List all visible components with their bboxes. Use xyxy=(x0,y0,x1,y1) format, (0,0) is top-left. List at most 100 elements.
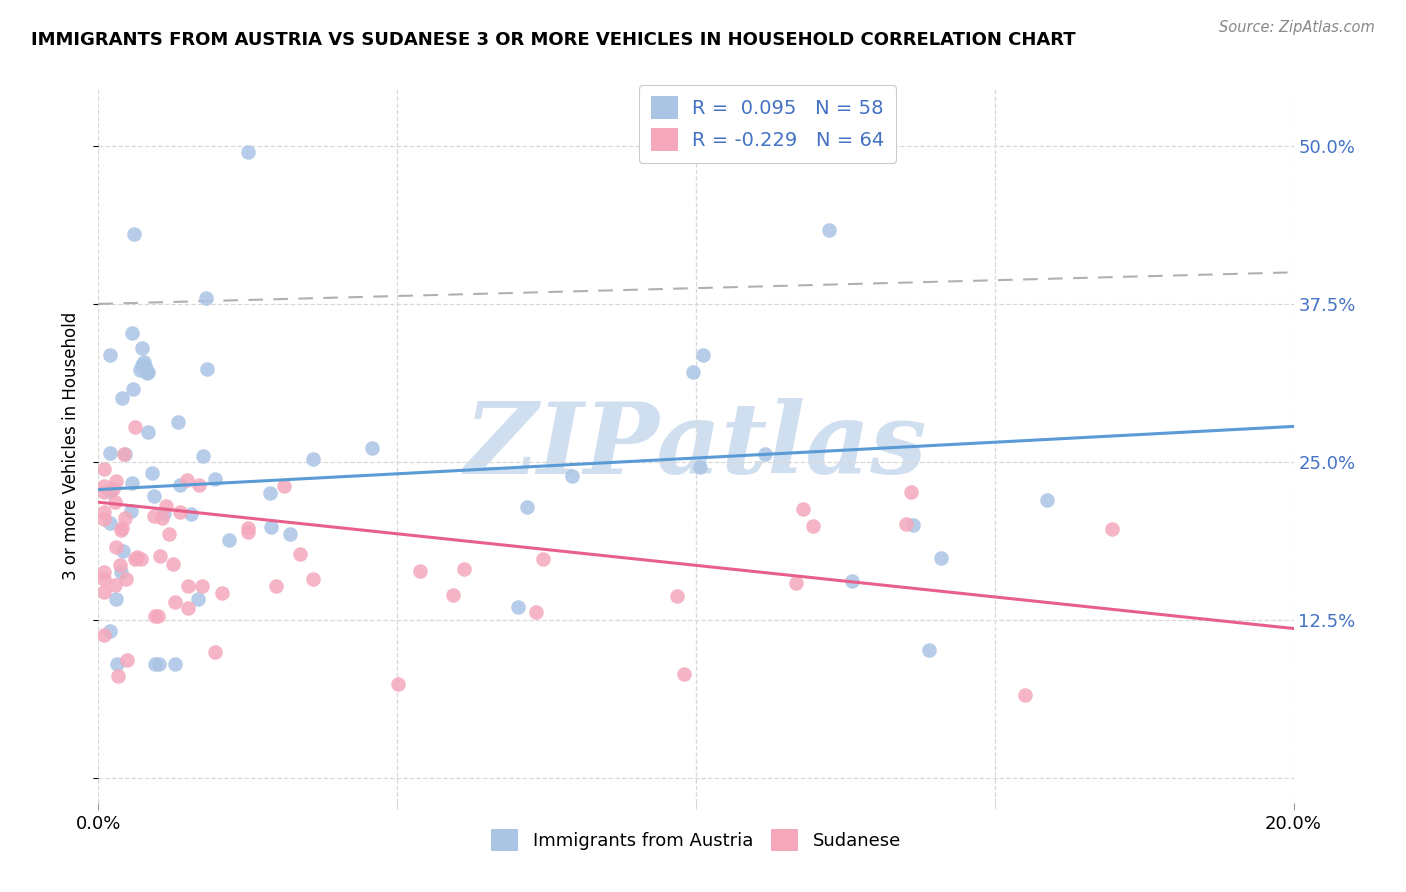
Point xyxy=(104,591,127,606)
Point xyxy=(692,348,714,362)
Point xyxy=(195,291,218,305)
Point xyxy=(211,586,233,600)
Point xyxy=(682,365,704,379)
Point xyxy=(142,508,165,523)
Point xyxy=(101,482,124,496)
Point xyxy=(409,564,432,578)
Point xyxy=(135,366,157,380)
Point xyxy=(127,550,149,565)
Point xyxy=(105,475,128,489)
Point xyxy=(176,474,198,488)
Point xyxy=(896,517,918,532)
Text: ZIPatlas: ZIPatlas xyxy=(465,398,927,494)
Point xyxy=(506,599,529,614)
Point xyxy=(260,520,283,534)
Point xyxy=(236,525,259,540)
Point xyxy=(111,543,134,558)
Point xyxy=(136,425,159,440)
Point xyxy=(149,549,172,563)
Point xyxy=(110,391,132,405)
Point xyxy=(93,512,115,526)
Point xyxy=(841,574,863,588)
Point xyxy=(785,576,807,591)
Point xyxy=(218,533,240,548)
Point xyxy=(145,657,167,671)
Point xyxy=(238,521,260,535)
Point xyxy=(165,657,187,671)
Point xyxy=(441,588,464,602)
Point xyxy=(93,479,115,493)
Point xyxy=(754,447,776,461)
Point xyxy=(273,479,295,493)
Point xyxy=(524,606,547,620)
Point xyxy=(105,657,128,671)
Point xyxy=(266,579,288,593)
Point xyxy=(146,609,169,624)
Point xyxy=(166,415,188,429)
Point xyxy=(120,503,142,517)
Point xyxy=(93,572,115,586)
Point xyxy=(108,558,131,572)
Point xyxy=(98,483,122,498)
Point xyxy=(516,500,538,514)
Point xyxy=(180,508,202,522)
Point xyxy=(143,608,166,623)
Point xyxy=(195,362,218,376)
Point xyxy=(689,460,711,475)
Point xyxy=(111,521,134,535)
Point xyxy=(98,446,122,460)
Text: Source: ZipAtlas.com: Source: ZipAtlas.com xyxy=(1219,20,1375,35)
Point xyxy=(150,510,173,524)
Point xyxy=(124,227,146,242)
Point xyxy=(104,495,127,509)
Point xyxy=(121,382,143,396)
Legend: Immigrants from Austria, Sudanese: Immigrants from Austria, Sudanese xyxy=(484,822,908,858)
Point xyxy=(98,624,122,639)
Point xyxy=(153,506,176,520)
Point xyxy=(124,552,146,566)
Point xyxy=(1036,493,1059,508)
Point xyxy=(191,579,214,593)
Point xyxy=(104,577,127,591)
Point xyxy=(93,485,115,500)
Point xyxy=(115,572,138,586)
Point xyxy=(177,579,200,593)
Point xyxy=(124,420,146,434)
Point xyxy=(110,523,132,537)
Point xyxy=(176,601,198,615)
Point xyxy=(107,668,129,682)
Point xyxy=(142,489,165,503)
Point xyxy=(132,355,155,369)
Point xyxy=(112,446,135,460)
Point xyxy=(159,527,181,541)
Point xyxy=(453,562,475,576)
Point xyxy=(1014,689,1036,703)
Point xyxy=(93,505,115,519)
Point xyxy=(110,565,132,579)
Point xyxy=(187,591,209,606)
Point xyxy=(302,572,325,586)
Point xyxy=(193,449,215,463)
Point xyxy=(136,365,159,379)
Point xyxy=(121,326,143,341)
Point xyxy=(900,484,922,499)
Point xyxy=(131,358,153,372)
Point xyxy=(1101,522,1123,536)
Point xyxy=(93,565,115,579)
Point xyxy=(665,590,688,604)
Point xyxy=(93,585,115,599)
Point xyxy=(901,517,924,532)
Point xyxy=(162,557,184,571)
Point xyxy=(169,505,191,519)
Y-axis label: 3 or more Vehicles in Household: 3 or more Vehicles in Household xyxy=(62,312,80,580)
Point xyxy=(128,363,150,377)
Point xyxy=(93,628,115,642)
Point xyxy=(917,643,939,657)
Point xyxy=(129,552,152,566)
Point xyxy=(148,657,170,671)
Point xyxy=(134,359,156,373)
Point xyxy=(280,527,302,541)
Point xyxy=(131,341,153,355)
Point xyxy=(98,348,122,362)
Point xyxy=(169,478,191,492)
